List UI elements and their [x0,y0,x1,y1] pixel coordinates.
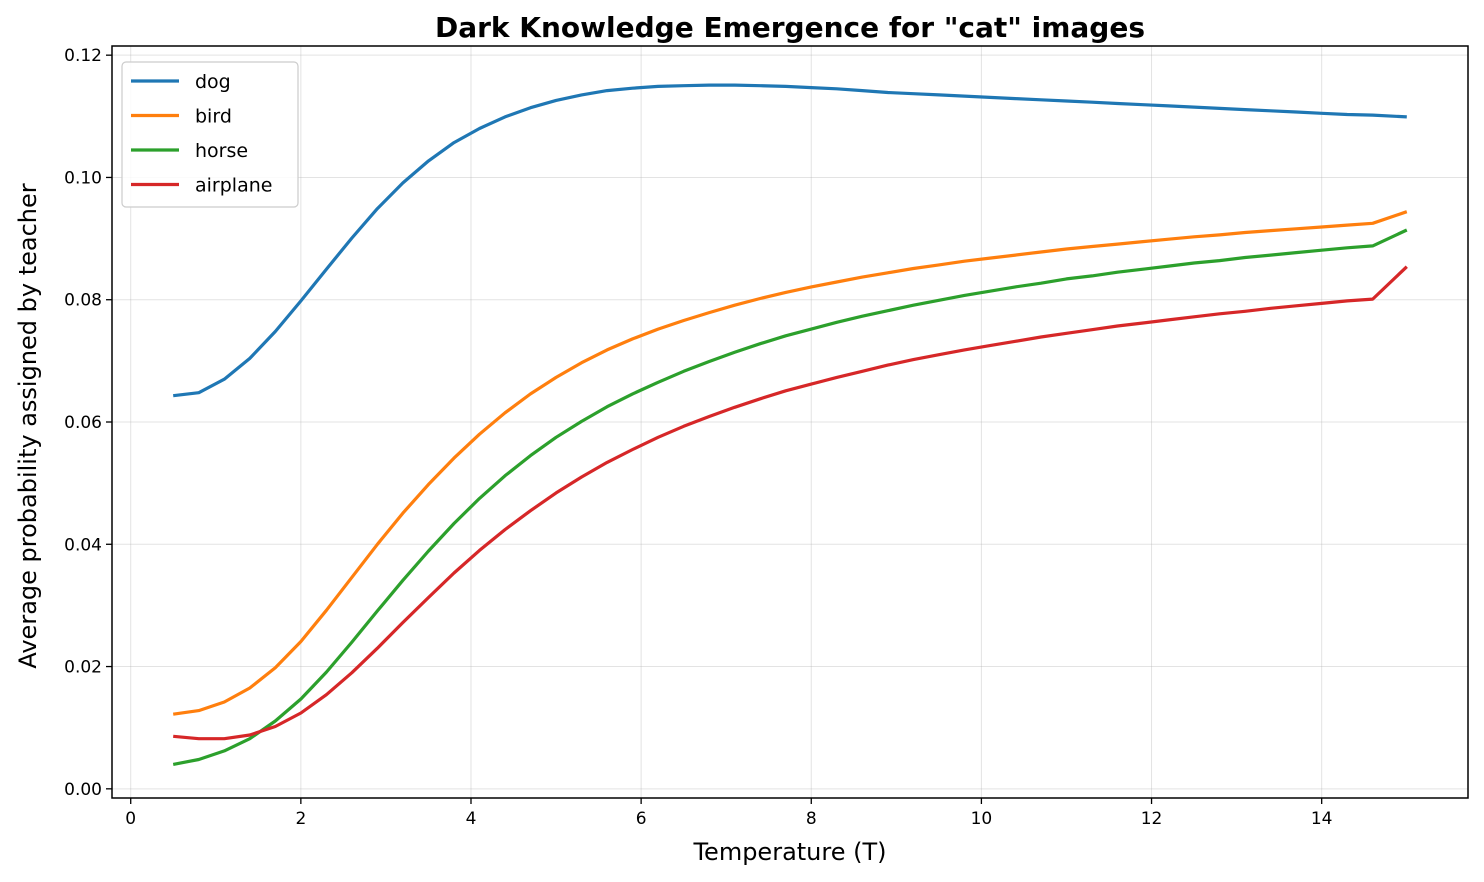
x-axis-ticks: 0 2 4 6 8 10 12 14 [125,798,1333,829]
legend-label-dog: dog [195,71,231,93]
x-tick-label: 14 [1311,809,1333,829]
y-tick-label: 0.06 [64,413,102,433]
series-line-horse [172,228,1408,766]
legend: dog bird horse airplane [121,61,299,208]
series-line-dog [173,83,1407,398]
x-tick-label: 8 [806,809,817,829]
x-tick-label: 6 [636,809,647,829]
y-axis-ticks: 0.00 0.02 0.04 0.06 0.08 0.10 0.12 [64,46,112,800]
y-axis-label: Average probability assigned by teacher [14,183,42,668]
y-tick-label: 0.02 [64,658,102,678]
chart-title: Dark Knowledge Emergence for "cat" image… [435,11,1145,44]
x-tick-label: 2 [295,809,306,829]
series-lines [172,83,1408,766]
legend-label-bird: bird [195,106,232,128]
y-tick-label: 0.10 [64,168,102,188]
x-tick-label: 4 [466,809,477,829]
grid [112,46,1468,798]
legend-label-airplane: airplane [195,175,272,197]
y-tick-label: 0.12 [64,46,102,66]
x-tick-label: 0 [125,809,136,829]
y-tick-label: 0.04 [64,535,102,555]
x-axis-label: Temperature (T) [692,838,886,866]
y-tick-label: 0.08 [64,291,102,311]
y-tick-label: 0.00 [64,780,102,800]
series-line-airplane [173,265,1408,741]
x-tick-label: 12 [1141,809,1163,829]
x-tick-label: 10 [971,809,993,829]
legend-box [121,61,299,208]
legend-label-horse: horse [195,140,248,162]
series-line-bird [172,210,1408,716]
